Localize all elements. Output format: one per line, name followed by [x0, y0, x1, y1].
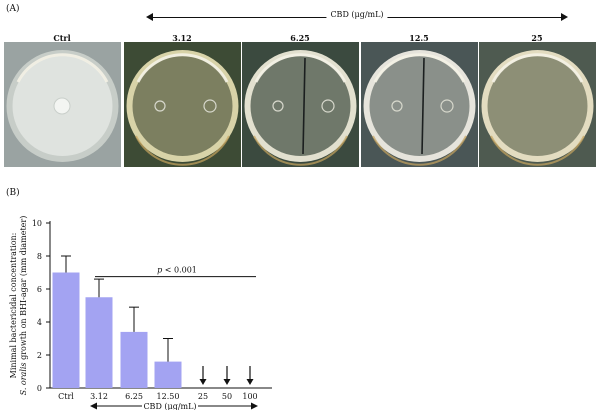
plate-label: Ctrl — [53, 33, 71, 43]
bacterial-colony — [154, 100, 166, 112]
bar-Ctrl — [52, 272, 80, 388]
y-tick-label: 10 — [32, 219, 42, 228]
arrow-down-icon — [246, 379, 254, 385]
arrow-left-icon — [90, 402, 97, 410]
petri-plate-photo — [242, 42, 359, 167]
plate-label: 6.25 — [290, 33, 310, 43]
bacterial-colony — [440, 99, 454, 113]
divider-line — [421, 57, 425, 155]
y-tick-label: 2 — [37, 351, 42, 360]
plate-label: 3.12 — [172, 33, 192, 43]
petri-plate-photo — [479, 42, 596, 167]
arrow-down-icon — [199, 379, 207, 385]
arrow-right-icon — [251, 402, 258, 410]
petri-plate-photo — [4, 42, 121, 167]
plate-agar — [487, 56, 588, 156]
p-value-annotation: p < 0.001 — [157, 266, 197, 275]
bar-3.12 — [85, 297, 113, 388]
x-tick-label: 6.25 — [125, 392, 143, 401]
y-tick-label: 6 — [37, 285, 42, 294]
plate-agar — [250, 56, 351, 156]
bacterial-colony — [53, 97, 71, 115]
cbd-axis-label-top: CBD (μg/mL) — [326, 10, 388, 19]
petri-plate-photo — [124, 42, 241, 167]
arrow-left-icon — [146, 13, 153, 21]
arrow-down-icon — [223, 379, 231, 385]
x-tick-label: 3.12 — [90, 392, 108, 401]
plate-highlight — [136, 53, 229, 83]
x-axis-label: CBD (μg/mL) — [143, 402, 196, 410]
cbd-concentration-arrow: CBD (μg/mL) — [146, 10, 568, 23]
bacterial-colony — [272, 100, 284, 112]
y-tick-label: 4 — [37, 318, 42, 327]
plate-agar — [369, 56, 470, 156]
x-tick-label: Ctrl — [58, 392, 74, 401]
x-tick-label: 50 — [222, 392, 232, 401]
plate-highlight — [373, 53, 466, 83]
y-tick-label: 8 — [37, 252, 42, 261]
y-axis-label-line2: S. oralis growth on BHI-agar (mm diamete… — [19, 216, 28, 396]
y-tick-label: 0 — [37, 384, 42, 393]
bar-12.50 — [154, 361, 182, 388]
plate-edge-shadow — [372, 135, 467, 166]
plate-highlight — [491, 53, 584, 83]
bar-6.25 — [120, 331, 148, 388]
petri-plate-photo — [361, 42, 478, 167]
bacterial-colony — [321, 99, 335, 113]
x-tick-label: 100 — [242, 392, 257, 401]
plate-edge-shadow — [135, 135, 230, 166]
plate-label: 25 — [531, 33, 543, 43]
y-axis-label-line1: Minimal bactericidal concentration: — [9, 233, 18, 379]
panel-b-label: (B) — [6, 188, 20, 198]
mbc-bar-chart: 0 2 4 6 8 10 Minimal bactericidal concentratio… — [9, 216, 272, 410]
plate-highlight — [16, 53, 109, 83]
x-tick-label: 25 — [198, 392, 208, 401]
plate-edge-shadow — [490, 135, 585, 166]
plate-label: 12.5 — [409, 33, 429, 43]
divider-line — [302, 57, 306, 155]
plate-agar — [132, 56, 233, 156]
arrow-right-icon — [561, 13, 568, 21]
plate-highlight — [254, 53, 347, 83]
panel-a-label: (A) — [6, 4, 20, 14]
bacterial-colony — [391, 100, 403, 112]
bacterial-colony — [203, 99, 217, 113]
plate-edge-shadow — [253, 135, 348, 166]
x-tick-label: 12.50 — [157, 392, 180, 401]
